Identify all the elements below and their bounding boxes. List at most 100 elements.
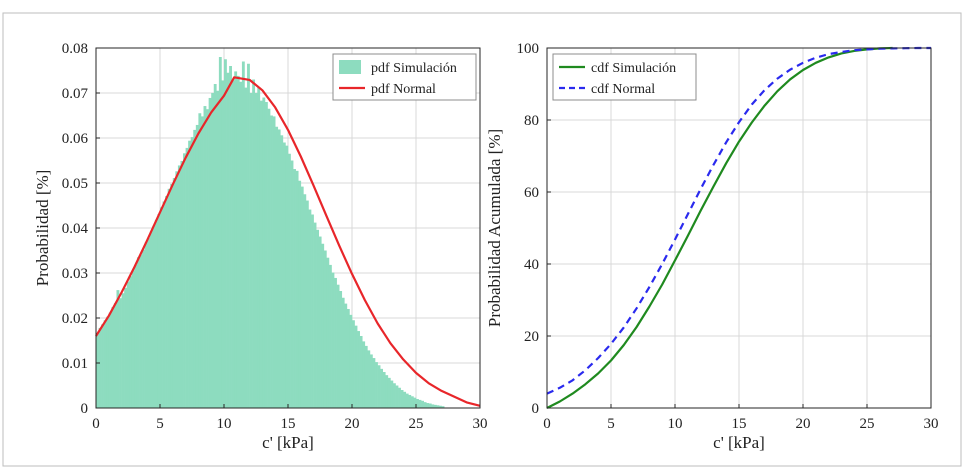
- histogram-bar: [249, 93, 253, 408]
- histogram-bar: [129, 276, 133, 408]
- histogram-bar: [349, 314, 353, 408]
- histogram-bar: [124, 287, 128, 408]
- histogram-bar: [213, 84, 217, 408]
- histogram-bar: [418, 399, 422, 408]
- histogram-bar: [183, 153, 186, 408]
- histogram-bar: [290, 160, 294, 408]
- histogram-bar: [441, 406, 445, 408]
- y-tick-label: 0.05: [62, 176, 88, 192]
- histogram-bar: [298, 180, 302, 408]
- histogram-bar: [334, 277, 337, 408]
- x-tick-label: 25: [860, 416, 875, 432]
- histogram-bar: [375, 362, 378, 408]
- y-tick-label: 40: [524, 257, 539, 273]
- histogram-bar: [398, 387, 401, 408]
- histogram-bar: [131, 270, 135, 408]
- histogram-bar: [339, 291, 343, 408]
- histogram-bar: [316, 229, 320, 408]
- legend-label: pdf Simulación: [371, 61, 457, 76]
- histogram-bar: [390, 380, 394, 408]
- histogram-bar: [226, 72, 230, 408]
- histogram-bar: [331, 272, 335, 408]
- histogram-bar: [303, 194, 307, 408]
- histogram-bar: [185, 147, 189, 408]
- histogram-bar: [244, 87, 248, 408]
- x-axis-label: c' [kPa]: [262, 433, 314, 452]
- y-tick-label: 60: [524, 185, 539, 201]
- histogram-bar: [165, 196, 168, 408]
- histogram-bar: [188, 140, 192, 408]
- legend-swatch-histogram: [339, 60, 361, 74]
- histogram-bar: [203, 106, 207, 409]
- histogram-bar: [321, 243, 325, 408]
- histogram-bar: [262, 97, 266, 408]
- histogram-bar: [369, 354, 373, 408]
- histogram-bar: [428, 403, 432, 408]
- histogram-bar: [206, 109, 209, 408]
- x-axis-label: c' [kPa]: [713, 433, 765, 452]
- histogram-bar: [328, 264, 332, 408]
- legend-label: cdf Simulación: [591, 61, 676, 76]
- y-tick-label: 80: [524, 113, 539, 129]
- y-axis-label: Probabilidad Acumulada [%]: [485, 129, 504, 327]
- cdf-panel: 0 5 10 15 20 25 30 0 20 40 60 80 100 c' [kPa] Probabil…: [485, 41, 939, 452]
- histogram-bar: [421, 400, 424, 408]
- x-tick-label: 5: [156, 416, 164, 432]
- histogram-bar: [387, 377, 391, 408]
- histogram-bar: [257, 87, 261, 408]
- histogram-bar: [264, 102, 268, 408]
- histogram-bar: [326, 257, 330, 408]
- histogram-bar: [241, 61, 245, 408]
- y-tick-label: 0.04: [62, 221, 89, 237]
- histogram-bar: [410, 396, 414, 408]
- y-tick-label: 0.06: [62, 131, 89, 147]
- histogram-bar: [377, 365, 381, 408]
- histogram-bar: [157, 214, 161, 408]
- histogram-bar: [336, 284, 340, 408]
- histogram-bar: [190, 137, 194, 408]
- histogram-bar: [147, 237, 151, 408]
- x-tick-label: 0: [92, 416, 100, 432]
- histogram-bar: [172, 178, 176, 408]
- histogram-bar: [108, 312, 112, 408]
- histogram-bar: [354, 325, 358, 408]
- histogram-bar: [160, 207, 163, 408]
- grid-lines: [546, 47, 932, 409]
- histogram-bar: [311, 214, 314, 408]
- histogram-bar: [408, 394, 412, 408]
- pdf-panel: 0 5 10 15 20 25 30 0 0.01 0.02 0.03 0.04 0.05 0.06 0.0…: [33, 41, 488, 452]
- x-tick-label: 5: [607, 416, 615, 432]
- histogram-bar: [106, 316, 110, 408]
- histogram-bar: [96, 333, 99, 408]
- histogram-bar: [170, 183, 174, 408]
- histogram-bar: [149, 231, 153, 408]
- histogram-bar: [267, 108, 271, 408]
- legend: pdf Simulación pdf Normal: [332, 53, 477, 101]
- legend-label: pdf Normal: [371, 82, 436, 97]
- histogram-bar: [224, 59, 227, 408]
- histogram-bar: [275, 126, 279, 408]
- y-tick-label: 0.08: [62, 41, 88, 57]
- histogram-bar: [400, 390, 404, 408]
- histogram-bar: [344, 303, 348, 408]
- histogram-bar: [236, 75, 240, 409]
- histogram-bar: [359, 336, 363, 408]
- histogram-bars: [96, 57, 445, 409]
- x-tick-label: 15: [281, 416, 296, 432]
- histogram-bar: [357, 331, 360, 408]
- histogram-bar: [382, 372, 386, 408]
- x-tick-label: 15: [732, 416, 747, 432]
- histogram-bar: [280, 135, 284, 409]
- histogram-bar: [426, 403, 430, 408]
- x-tick-label: 10: [668, 416, 683, 432]
- histogram-bar: [103, 320, 107, 408]
- histogram-bar: [372, 358, 376, 408]
- histogram-bar: [431, 404, 435, 408]
- series-line-cdf-normal: [546, 46, 931, 395]
- histogram-bar: [136, 257, 140, 408]
- y-tick-label: 0.07: [62, 86, 89, 102]
- histogram-bar: [413, 397, 417, 408]
- histogram-bar: [433, 404, 437, 408]
